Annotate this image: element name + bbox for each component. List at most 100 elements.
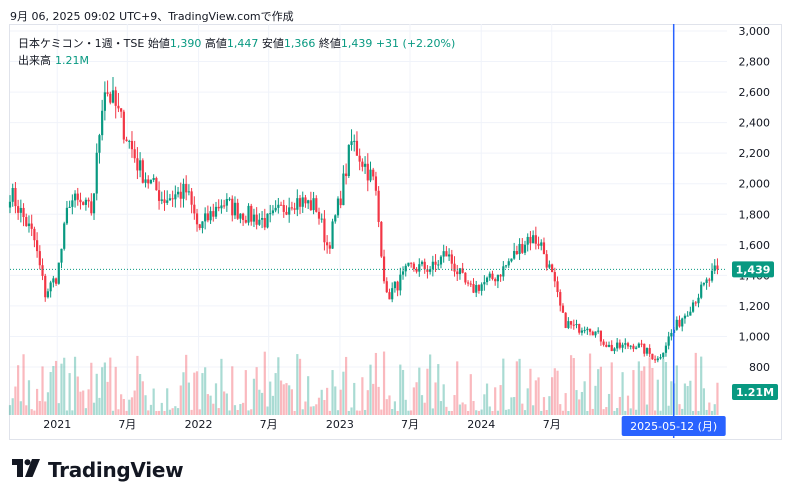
volume-bar [209, 395, 212, 415]
volume-bar [407, 410, 410, 415]
volume-tag-bg [732, 384, 778, 400]
legend-volume-value: 1.21M [55, 54, 89, 67]
candle-body [103, 92, 106, 111]
volume-bar [361, 377, 364, 415]
candle-body [8, 201, 12, 208]
chart-header-title: 9月 06, 2025 09:02 UTC+9、TradingView.comで… [10, 10, 294, 23]
volume-bar [260, 392, 264, 415]
candle-body [366, 163, 369, 181]
candle-body [339, 198, 342, 206]
candle-body [515, 250, 518, 254]
tradingview-brand[interactable]: TradingView [48, 458, 184, 482]
volume-bar [526, 388, 529, 415]
candle-body [114, 90, 117, 106]
volume-bar [385, 399, 388, 415]
y-tick-label: 800 [749, 361, 770, 374]
crosshair-date-bg [621, 416, 726, 436]
volume-bar [708, 402, 711, 415]
candle-body [469, 283, 472, 285]
y-tick-label: 2,600 [739, 86, 771, 99]
candle-body [298, 198, 302, 207]
candle-body [426, 269, 429, 272]
candle-body [171, 198, 174, 200]
volume-bar [92, 402, 96, 415]
volume-bar [575, 390, 578, 415]
volume-bar [168, 409, 172, 415]
volume-bar [274, 373, 277, 415]
volume-bar [98, 397, 101, 415]
volume-bar [656, 379, 659, 415]
candle-body [607, 344, 611, 347]
candle-body [480, 284, 483, 291]
candle-body [542, 242, 546, 255]
candle-body [90, 201, 93, 214]
candle-body [575, 324, 578, 326]
legend-change-value: +31 (+2.20%) [375, 37, 456, 50]
candle-body [556, 281, 559, 293]
candle-body [591, 331, 594, 336]
volume-bar [111, 410, 115, 415]
candle-body [263, 218, 266, 228]
candle-body [705, 279, 708, 283]
volume-bar [195, 371, 199, 415]
volume-bar [553, 368, 556, 415]
volume-bar [160, 402, 163, 415]
candle-body [499, 274, 502, 277]
candle-body [358, 155, 361, 162]
candle-body [345, 173, 348, 177]
candle-body [217, 206, 220, 209]
candle-body [342, 173, 345, 206]
volume-bar [458, 404, 462, 415]
volume-bar [345, 356, 348, 415]
candle-body [152, 178, 155, 180]
candle-body [594, 331, 597, 336]
tradingview-logo-icon [12, 459, 42, 481]
candle-body [694, 302, 697, 304]
candle-body [521, 243, 524, 253]
volume-bar [285, 383, 288, 415]
volume-bar [607, 393, 611, 415]
volume-bar [136, 355, 139, 415]
candle-body [472, 284, 475, 293]
volume-bar [76, 376, 79, 415]
candle-body [204, 213, 207, 222]
candle-body [510, 258, 513, 262]
candle-body [266, 213, 269, 228]
volume-bar [716, 382, 719, 415]
candle-body [71, 200, 74, 207]
volume-bar [323, 400, 326, 415]
candle-body [317, 211, 321, 219]
volume-bar [561, 410, 565, 415]
candle-body [626, 343, 630, 347]
candle-body [412, 263, 415, 269]
volume-bar [187, 382, 190, 415]
candle-body [456, 271, 459, 275]
candle-body [176, 191, 180, 195]
candle-body [125, 139, 128, 142]
candle-body [11, 188, 14, 202]
volume-bar [540, 410, 543, 415]
volume-bar [426, 368, 429, 415]
candle-body [106, 92, 109, 94]
volume-bar [19, 401, 22, 415]
candle-body [301, 197, 304, 207]
candle-body [117, 105, 120, 109]
candle-body [163, 199, 166, 203]
candle-body [485, 277, 489, 283]
volume-bar [36, 388, 39, 415]
legend-close-value: 1,439 [340, 37, 373, 50]
volume-bar [618, 396, 621, 415]
volume-bar [133, 390, 136, 415]
legend-volume-label: 出来高 [18, 54, 51, 67]
candle-body [293, 208, 296, 210]
volume-bar [683, 383, 687, 415]
candle-body [475, 285, 478, 293]
volume-bar [312, 406, 315, 415]
volume-bar [645, 404, 649, 415]
candle-body [309, 200, 312, 211]
candle-body [155, 178, 158, 191]
candle-body [136, 158, 139, 171]
volume-bar [22, 354, 25, 415]
volume-bar [46, 392, 50, 415]
